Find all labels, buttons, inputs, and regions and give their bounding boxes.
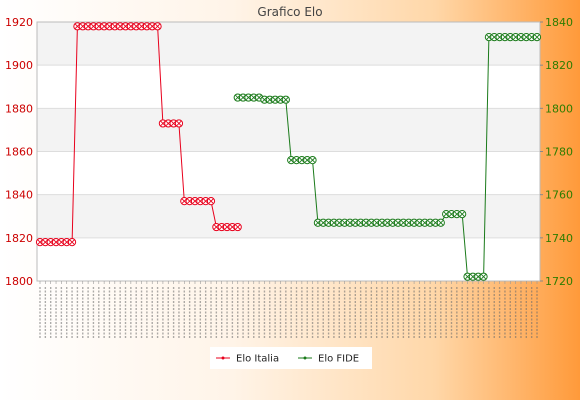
data-point: [308, 156, 317, 165]
right-tick-label: 1780: [545, 146, 573, 159]
right-tick-label: 1820: [545, 59, 573, 72]
data-point: [479, 272, 488, 281]
data-point: [458, 209, 467, 219]
data-point: [174, 119, 184, 128]
grid-band: [37, 237, 540, 281]
data-point: [153, 22, 162, 31]
left-tick-label: 1820: [5, 232, 33, 245]
series-layer: [35, 22, 542, 281]
left-tick-label: 1920: [5, 16, 33, 29]
left-tick-label: 1900: [5, 59, 33, 72]
legend: Elo Italia Elo FIDE: [210, 347, 372, 369]
right-tick-label: 1760: [545, 189, 573, 202]
right-tick-label: 1800: [545, 102, 573, 115]
left-tick-label: 1880: [5, 102, 33, 115]
legend-label: Elo Italia: [236, 354, 279, 365]
right-tick-label: 1840: [545, 16, 573, 29]
left-tick-label: 1860: [5, 146, 33, 159]
series-1: [233, 33, 542, 281]
legend-label: Elo FIDE: [318, 354, 359, 365]
data-point: [206, 197, 216, 206]
left-axis-ticks: 1800 1820 1840 1860 1880 1900 1920: [5, 16, 33, 288]
series-0: [35, 22, 242, 247]
left-tick-label: 1840: [5, 189, 33, 202]
right-axis-ticks: 1720 1740 1760 1780 1800 1820 1840: [540, 16, 573, 288]
data-point: [436, 218, 445, 227]
right-tick-label: 1720: [545, 275, 573, 288]
legend-item: Elo FIDE: [298, 354, 359, 365]
legend-item: Elo Italia: [216, 354, 279, 365]
data-point: [281, 95, 290, 104]
legend-box: [210, 347, 372, 369]
left-tick-label: 1800: [5, 275, 33, 288]
chart-title: Grafico Elo: [257, 5, 322, 19]
data-point: [532, 33, 542, 42]
x-axis-ticks: [39, 281, 538, 339]
data-point: [67, 238, 77, 247]
right-tick-label: 1740: [545, 232, 573, 245]
data-point: [233, 222, 242, 232]
